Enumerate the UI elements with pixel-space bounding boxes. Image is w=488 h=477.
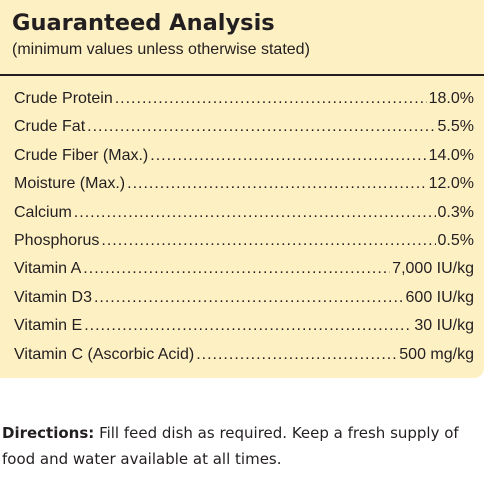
row-label: Moisture (Max.) (14, 175, 126, 193)
row-label: Vitamin C (Ascorbic Acid) (14, 345, 195, 363)
dot-leader (101, 227, 435, 255)
analysis-row-moisture: Moisture (Max.) 12.0% (14, 170, 474, 198)
row-value: 30 IU/kg (414, 317, 474, 335)
row-label: Phosphorus (14, 231, 100, 249)
directions-text: Fill feed dish as required. Keep a fresh… (2, 424, 459, 468)
dot-leader (87, 113, 435, 141)
analysis-row-vitamin-c: Vitamin C (Ascorbic Acid) 500 mg/kg (14, 341, 474, 369)
analysis-subtitle: (minimum values unless otherwise stated) (12, 41, 310, 58)
row-label: Calcium (14, 203, 72, 221)
row-value: 500 mg/kg (399, 345, 474, 363)
row-label: Crude Fiber (Max.) (14, 146, 149, 164)
analysis-table: Crude Protein 18.0% Crude Fat 5.5% Crude… (14, 85, 474, 369)
analysis-row-vitamin-e: Vitamin E 30 IU/kg (14, 312, 474, 340)
dot-leader (84, 312, 412, 340)
directions-heading: Directions: (2, 424, 95, 442)
dot-leader (83, 255, 390, 283)
analysis-row-calcium: Calcium 0.3% (14, 199, 474, 227)
row-value: 600 IU/kg (405, 288, 474, 306)
analysis-row-crude-protein: Crude Protein 18.0% (14, 85, 474, 113)
title-divider (0, 74, 484, 76)
row-label: Vitamin D3 (14, 288, 92, 306)
guaranteed-analysis-panel: Guaranteed Analysis (minimum values unle… (0, 0, 484, 378)
analysis-row-crude-fiber: Crude Fiber (Max.) 14.0% (14, 142, 474, 170)
analysis-row-vitamin-a: Vitamin A 7,000 IU/kg (14, 255, 474, 283)
row-label: Crude Protein (14, 90, 113, 107)
row-label: Vitamin E (14, 317, 83, 335)
row-value: 0.5% (437, 231, 474, 249)
row-value: 12.0% (428, 175, 474, 193)
directions-paragraph: Directions: Fill feed dish as required. … (2, 420, 486, 472)
row-value: 5.5% (437, 118, 474, 136)
dot-leader (196, 341, 397, 369)
row-label: Crude Fat (14, 118, 86, 136)
row-value: 7,000 IU/kg (392, 260, 474, 278)
analysis-row-phosphorus: Phosphorus 0.5% (14, 227, 474, 255)
row-label: Vitamin A (14, 260, 82, 278)
dot-leader (150, 142, 426, 170)
dot-leader (94, 284, 404, 312)
analysis-title: Guaranteed Analysis (12, 10, 275, 36)
row-value: 0.3% (437, 203, 474, 221)
row-value: 18.0% (428, 90, 474, 107)
row-value: 14.0% (428, 146, 474, 164)
dot-leader (74, 199, 436, 227)
dot-leader (127, 170, 427, 198)
analysis-row-vitamin-d3: Vitamin D3 600 IU/kg (14, 284, 474, 312)
dot-leader (115, 85, 427, 113)
analysis-row-crude-fat: Crude Fat 5.5% (14, 113, 474, 141)
